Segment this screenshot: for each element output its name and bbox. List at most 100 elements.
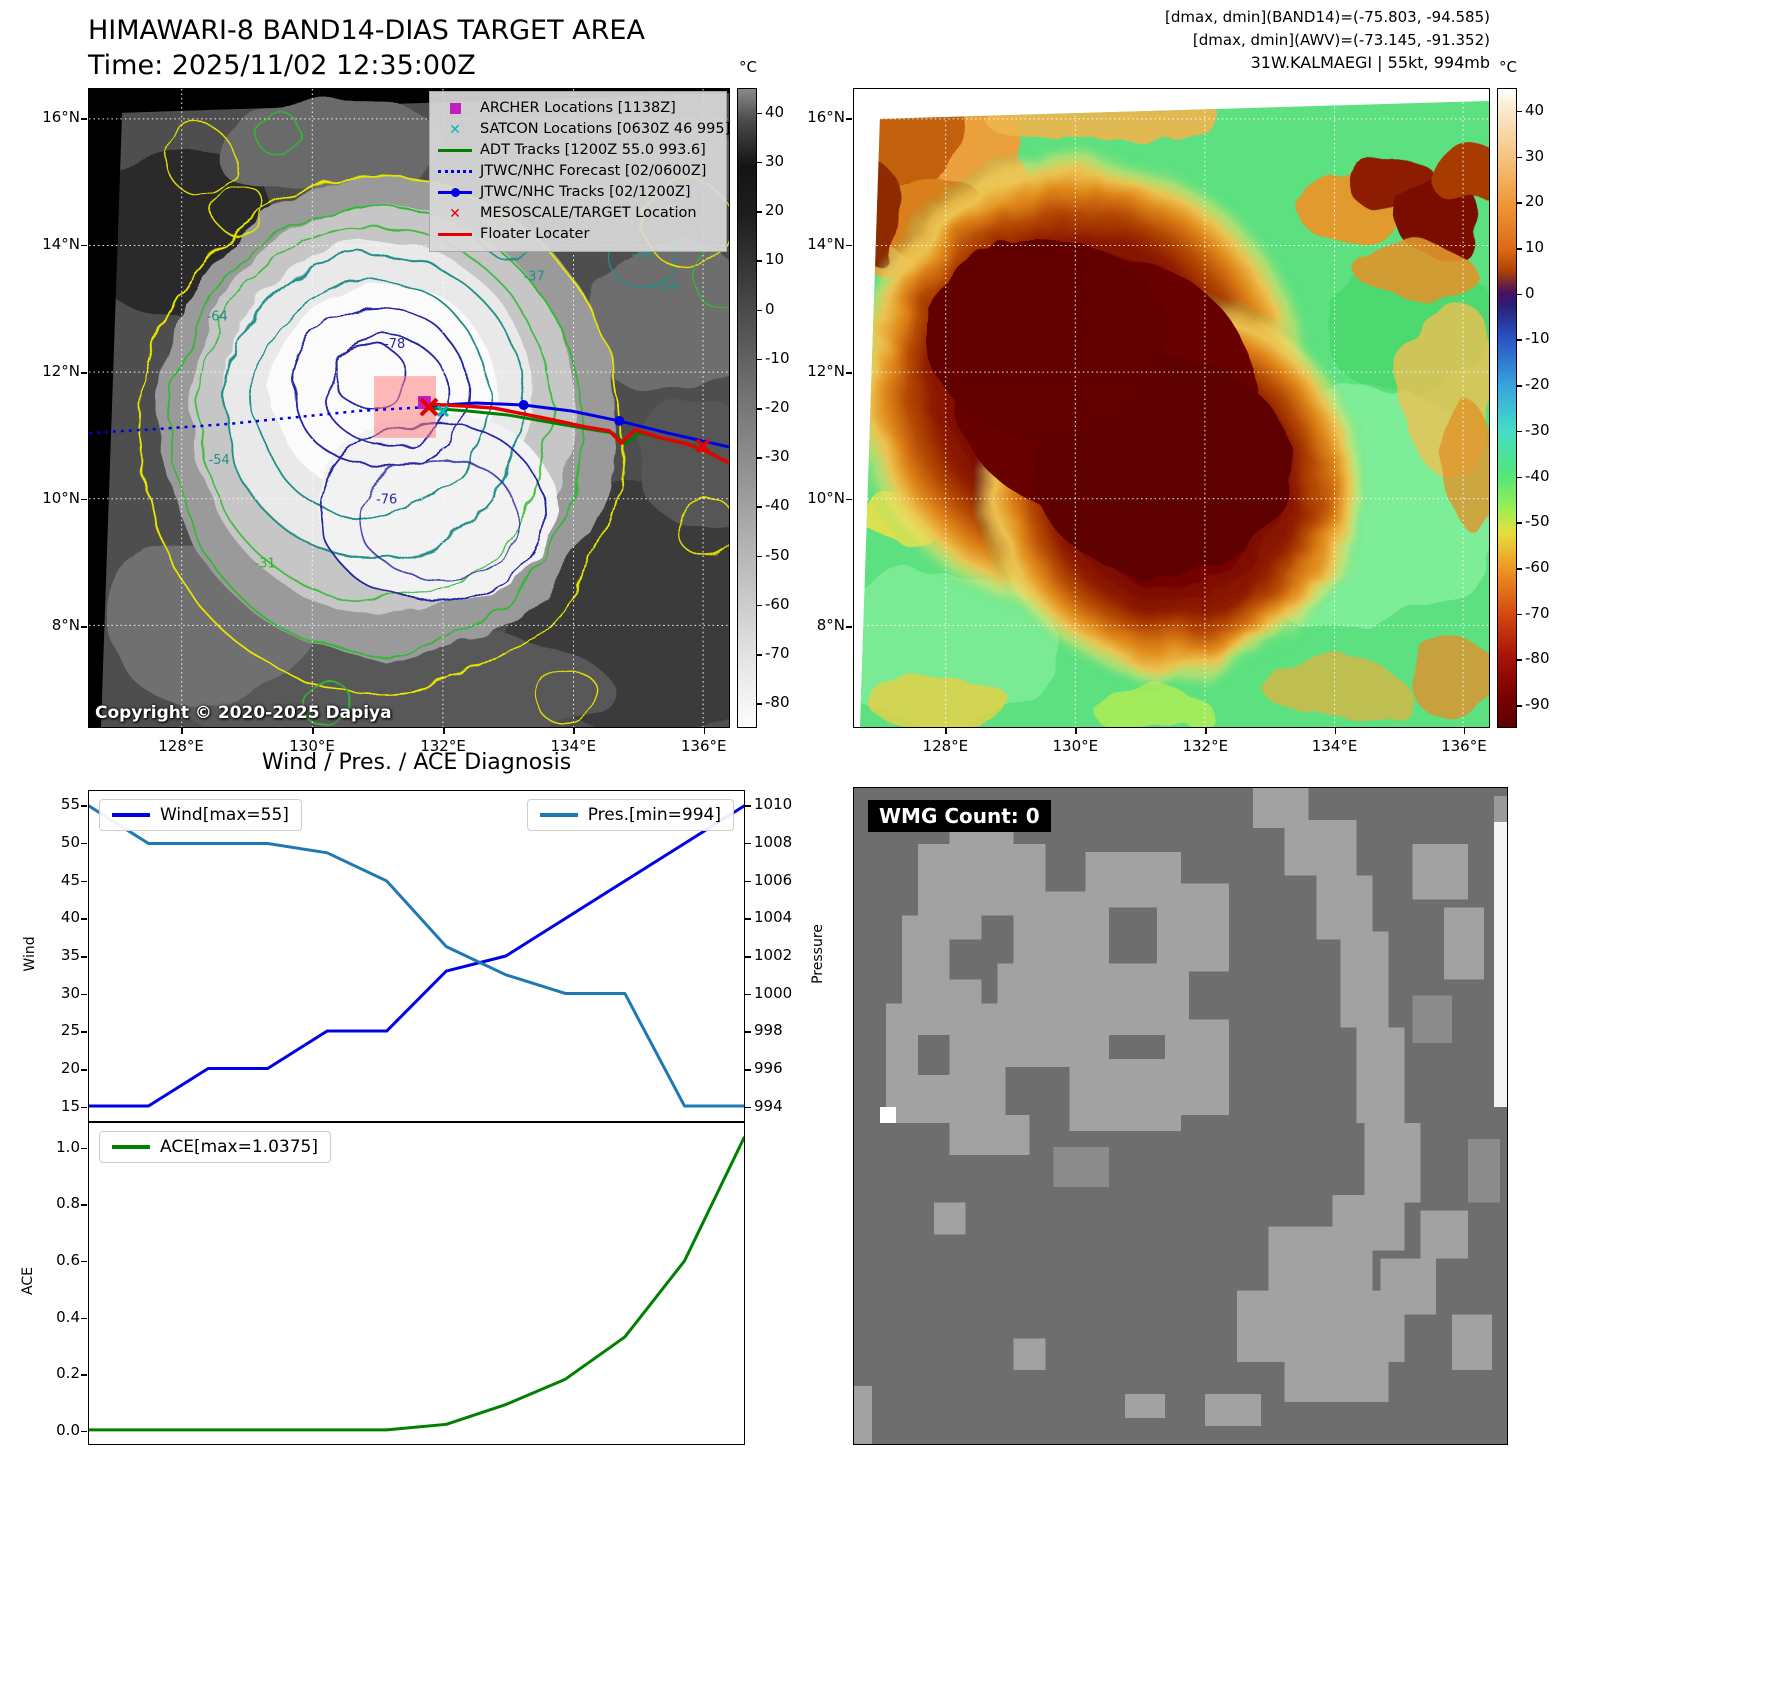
contour-label: -78 — [384, 337, 405, 352]
awv-cb-tick-label: -30 — [1525, 420, 1550, 439]
floater-line-icon — [438, 233, 472, 236]
legend-item-label: JTWC/NHC Tracks [02/1200Z] — [480, 184, 691, 201]
awv-cb-tickmark — [1517, 385, 1522, 387]
wind-tick-label: 20 — [60, 1059, 80, 1078]
band14-y-tick-label: 14°N — [42, 234, 80, 253]
band14-x-tickmark — [443, 728, 445, 734]
band14-satellite-map: -64 -54 -78 -76 -37 -31 -64 -54 ARCHER Location… — [88, 88, 730, 728]
awv-x-tickmark — [1075, 728, 1077, 734]
wind-tickmark — [81, 880, 87, 883]
band14-cb-tickmark — [757, 309, 762, 312]
ace-tick-label: 0.4 — [56, 1307, 80, 1326]
awv-cb-tick-label: 0 — [1525, 283, 1535, 302]
awv-y-tick-label: 16°N — [807, 108, 845, 127]
awv-cb-tick-label: 10 — [1525, 238, 1545, 256]
pressure-legend: Pres.[min=994] — [526, 799, 734, 831]
band14-x-tick-label: 130°E — [289, 737, 335, 755]
wind-tick-label: 35 — [60, 946, 80, 964]
awv-x-tickmark — [1463, 728, 1466, 734]
awv-cb-tickmark — [1517, 248, 1522, 250]
band14-cb-tickmark — [757, 161, 762, 164]
wmg-white-cell — [879, 1107, 896, 1123]
pressure-tick-label: 1002 — [754, 946, 793, 964]
ace-tick-label: 1.0 — [56, 1137, 80, 1156]
wind-tickmark — [81, 993, 87, 996]
ace-tickmark — [81, 1260, 87, 1263]
awv-cb-tick-label: -70 — [1525, 603, 1550, 622]
awv-y-tick-label: 10°N — [807, 488, 845, 507]
band14-cb-tick-label: -20 — [765, 398, 790, 416]
awv-cb-tick-label: -90 — [1525, 695, 1550, 714]
map-legend: ARCHER Locations [1138Z] ✕ SATCON Location… — [429, 91, 730, 252]
ace-tickmark — [81, 1374, 87, 1376]
band14-x-tick-label: 134°E — [550, 737, 597, 755]
wind-tick-label: 15 — [60, 1096, 80, 1115]
wind-tick-label: 40 — [60, 908, 80, 927]
wind-tickmark — [81, 1106, 87, 1109]
band14-cb-tick-label: 30 — [765, 151, 785, 170]
band14-cb-tick-label: 10 — [765, 250, 785, 269]
wind-tick-label: 55 — [60, 795, 80, 814]
awv-cb-tickmark — [1517, 339, 1522, 341]
wind-tickmark — [81, 956, 87, 958]
awv-cb-tick-label: -10 — [1525, 329, 1550, 348]
band14-x-tick-label: 132°E — [420, 737, 466, 755]
band14-y-tick-label: 16°N — [42, 108, 80, 127]
band14-cb-tick-label: -40 — [765, 496, 790, 515]
wind-tickmark — [81, 1069, 87, 1071]
band14-cb-tick-label: -60 — [765, 594, 790, 613]
band14-time: Time: 2025/11/02 12:35:00Z — [88, 49, 476, 81]
pressure-tick-label: 1010 — [754, 795, 793, 814]
mesoscale-target-marker — [419, 397, 439, 417]
band14-colorbar-unit: °C — [739, 58, 757, 76]
awv-y-tickmark — [846, 118, 852, 120]
band14-x-tick-label: 128°E — [158, 737, 204, 755]
awv-cb-tickmark — [1517, 613, 1522, 616]
wind-pressure-plot — [89, 804, 744, 1108]
pressure-tick-label: 994 — [754, 1096, 783, 1115]
pressure-tick-label: 1000 — [754, 983, 793, 1002]
forecast-dotted-line-icon — [438, 170, 472, 173]
band14-y-tickmark — [81, 372, 87, 374]
wind-tickmark — [81, 805, 87, 807]
awv-cb-tick-label: 30 — [1525, 146, 1545, 165]
band14-cb-tickmark — [757, 654, 762, 656]
wmg-bitmap — [854, 788, 1507, 1444]
awv-y-tick-label: 12°N — [807, 362, 845, 381]
band14-cb-tick-label: 40 — [765, 102, 785, 121]
wind-line — [89, 804, 744, 1108]
wmg-mid-regions — [1053, 995, 1501, 1203]
awv-y-tickmark — [846, 626, 852, 628]
storm-id-intensity: 31W.KALMAEGI | 55kt, 994mb — [1250, 53, 1490, 72]
band14-colorbar — [737, 88, 757, 728]
wind-tick-label: 25 — [60, 1021, 80, 1040]
band14-title: HIMAWARI-8 BAND14-DIAS TARGET AREA — [88, 15, 645, 46]
awv-cb-tickmark — [1517, 522, 1522, 524]
awv-x-tick-label: 132°E — [1182, 737, 1229, 755]
band14-cb-tickmark — [757, 408, 762, 410]
ace-legend: ACE[max=1.0375] — [99, 1131, 331, 1163]
ace-tick-label: 0.8 — [56, 1194, 80, 1213]
pressure-legend-label: Pres.[min=994] — [587, 805, 721, 825]
pressure-tick-label: 996 — [754, 1059, 783, 1078]
pressure-tickmark — [745, 918, 751, 920]
awv-y-tick-label: 8°N — [816, 616, 845, 635]
jtwc-track-point — [518, 400, 529, 410]
jtwc-forecast-line — [89, 405, 429, 435]
wmg-map: WMG Count: 0 — [853, 787, 1508, 1445]
band14-satellite-image: -64-54-78-76-37-31-64-54 — [89, 89, 729, 727]
band14-cb-tickmark — [757, 604, 762, 607]
band14-cb-tick-label: -30 — [765, 447, 790, 466]
band14-cb-tick-label: 0 — [765, 299, 775, 318]
band14-y-tick-label: 10°N — [42, 488, 80, 507]
contour-label: -31 — [254, 557, 275, 572]
band14-y-tick-label: 12°N — [42, 362, 80, 381]
band14-cb-tickmark — [757, 358, 762, 361]
band14-y-tick-label: 8°N — [51, 616, 80, 635]
awv-colorbar-unit: °C — [1499, 58, 1517, 76]
wind-tickmark — [81, 842, 87, 845]
pressure-tick-label: 1004 — [754, 908, 793, 927]
pressure-line-sample — [539, 813, 578, 817]
wind-legend-label: Wind[max=55] — [160, 805, 289, 825]
